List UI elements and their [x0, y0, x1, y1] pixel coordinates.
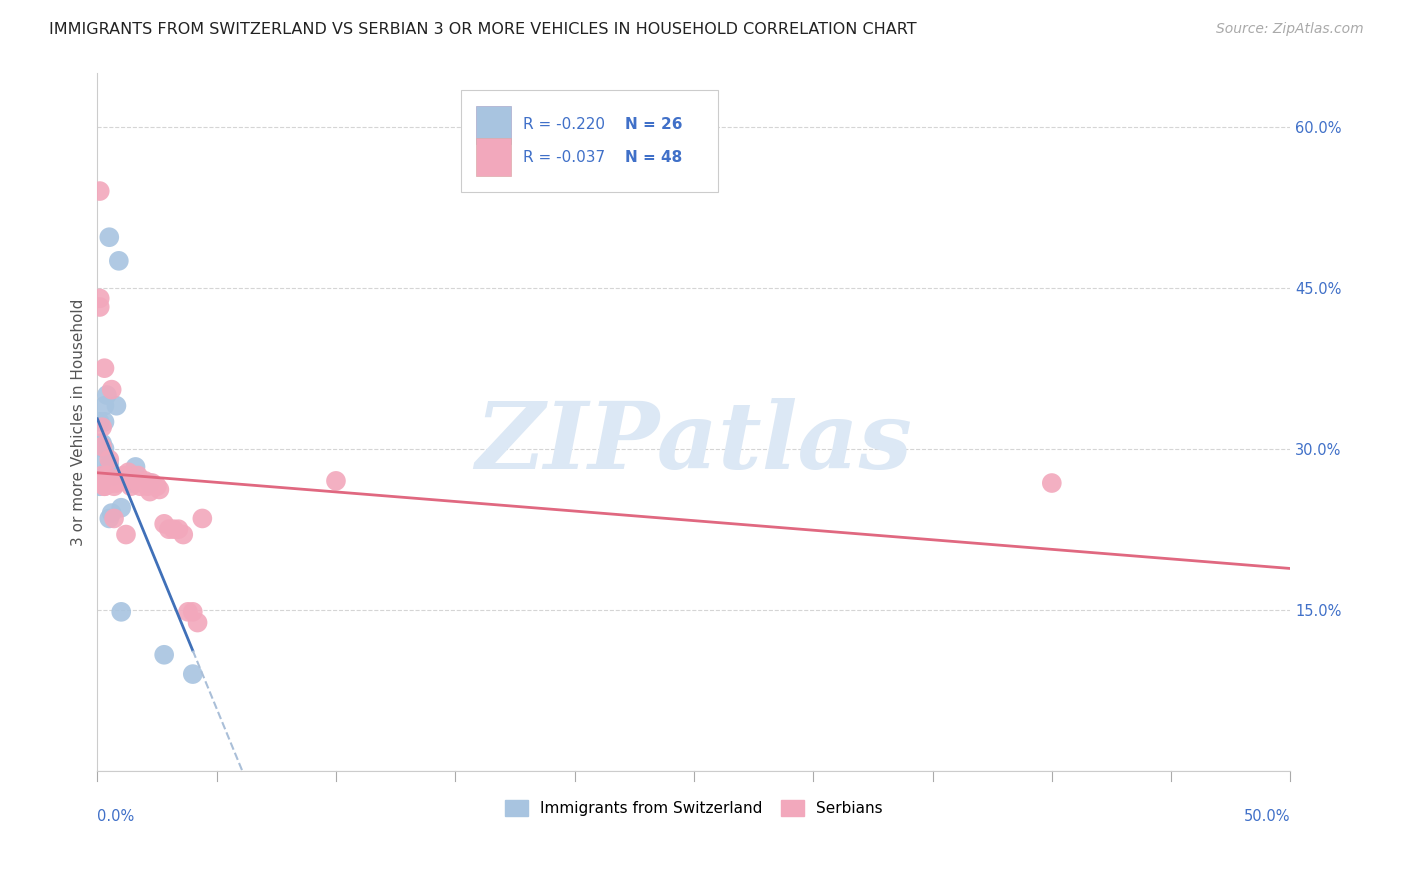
Text: 0.0%: 0.0% — [97, 809, 135, 824]
Point — [129, 479, 152, 493]
Point — [110, 474, 132, 488]
Point — [127, 468, 149, 483]
Point — [91, 452, 114, 467]
Point — [167, 522, 190, 536]
Point — [110, 500, 132, 515]
Point — [153, 516, 176, 531]
Point — [93, 442, 115, 456]
Text: ZIPatlas: ZIPatlas — [475, 398, 912, 488]
Y-axis label: 3 or more Vehicles in Household: 3 or more Vehicles in Household — [72, 298, 86, 546]
Point — [181, 667, 204, 681]
Point — [100, 383, 122, 397]
Point — [93, 479, 115, 493]
Point — [98, 230, 121, 244]
Text: R = -0.220: R = -0.220 — [523, 118, 605, 132]
Point — [139, 476, 162, 491]
Point — [120, 479, 142, 493]
Point — [98, 458, 121, 472]
Point — [108, 474, 131, 488]
Point — [146, 479, 169, 493]
Point — [110, 472, 132, 486]
Text: R = -0.037: R = -0.037 — [523, 150, 606, 164]
Text: 50.0%: 50.0% — [1244, 809, 1291, 824]
Point — [163, 522, 186, 536]
Point — [96, 388, 118, 402]
Point — [110, 605, 132, 619]
Point — [89, 184, 111, 198]
Point — [93, 399, 115, 413]
Point — [100, 506, 122, 520]
Text: Source: ZipAtlas.com: Source: ZipAtlas.com — [1216, 22, 1364, 37]
Point — [91, 474, 114, 488]
Point — [325, 474, 347, 488]
Point — [98, 452, 121, 467]
Point — [187, 615, 209, 630]
Point — [91, 440, 114, 454]
Point — [91, 420, 114, 434]
Point — [134, 474, 156, 488]
Point — [191, 511, 214, 525]
Text: N = 48: N = 48 — [624, 150, 682, 164]
Point — [93, 361, 115, 376]
Text: N = 26: N = 26 — [624, 118, 682, 132]
Point — [105, 476, 128, 491]
Point — [117, 465, 139, 479]
Point — [103, 479, 125, 493]
Point — [89, 415, 111, 429]
Point — [124, 474, 146, 488]
Point — [103, 468, 125, 483]
Point — [157, 522, 180, 536]
Point — [91, 436, 114, 450]
Point — [91, 468, 114, 483]
Bar — [475, 106, 512, 145]
Point — [1040, 476, 1063, 491]
Point — [115, 527, 138, 541]
Point — [120, 476, 142, 491]
Point — [177, 605, 200, 619]
Legend: Immigrants from Switzerland, Serbians: Immigrants from Switzerland, Serbians — [499, 794, 889, 822]
Point — [91, 472, 114, 486]
Point — [153, 648, 176, 662]
Point — [148, 483, 170, 497]
Point — [98, 474, 121, 488]
Point — [93, 415, 115, 429]
Point — [139, 484, 162, 499]
Point — [136, 479, 159, 493]
Point — [96, 468, 118, 483]
Text: IMMIGRANTS FROM SWITZERLAND VS SERBIAN 3 OR MORE VEHICLES IN HOUSEHOLD CORRELATI: IMMIGRANTS FROM SWITZERLAND VS SERBIAN 3… — [49, 22, 917, 37]
FancyBboxPatch shape — [461, 90, 717, 192]
Point — [98, 511, 121, 525]
Point — [105, 399, 128, 413]
Point — [89, 292, 111, 306]
Point — [93, 468, 115, 483]
Point — [103, 511, 125, 525]
Point — [131, 476, 153, 491]
Point — [141, 476, 163, 491]
Point — [122, 472, 145, 486]
Point — [89, 436, 111, 450]
Point — [115, 468, 138, 483]
Point — [96, 474, 118, 488]
Point — [93, 479, 115, 493]
Point — [112, 468, 135, 483]
Point — [89, 479, 111, 493]
Point — [108, 253, 131, 268]
Point — [172, 527, 194, 541]
Bar — [475, 138, 512, 177]
Point — [181, 605, 204, 619]
Point — [124, 459, 146, 474]
Point — [100, 476, 122, 491]
Point — [89, 300, 111, 314]
